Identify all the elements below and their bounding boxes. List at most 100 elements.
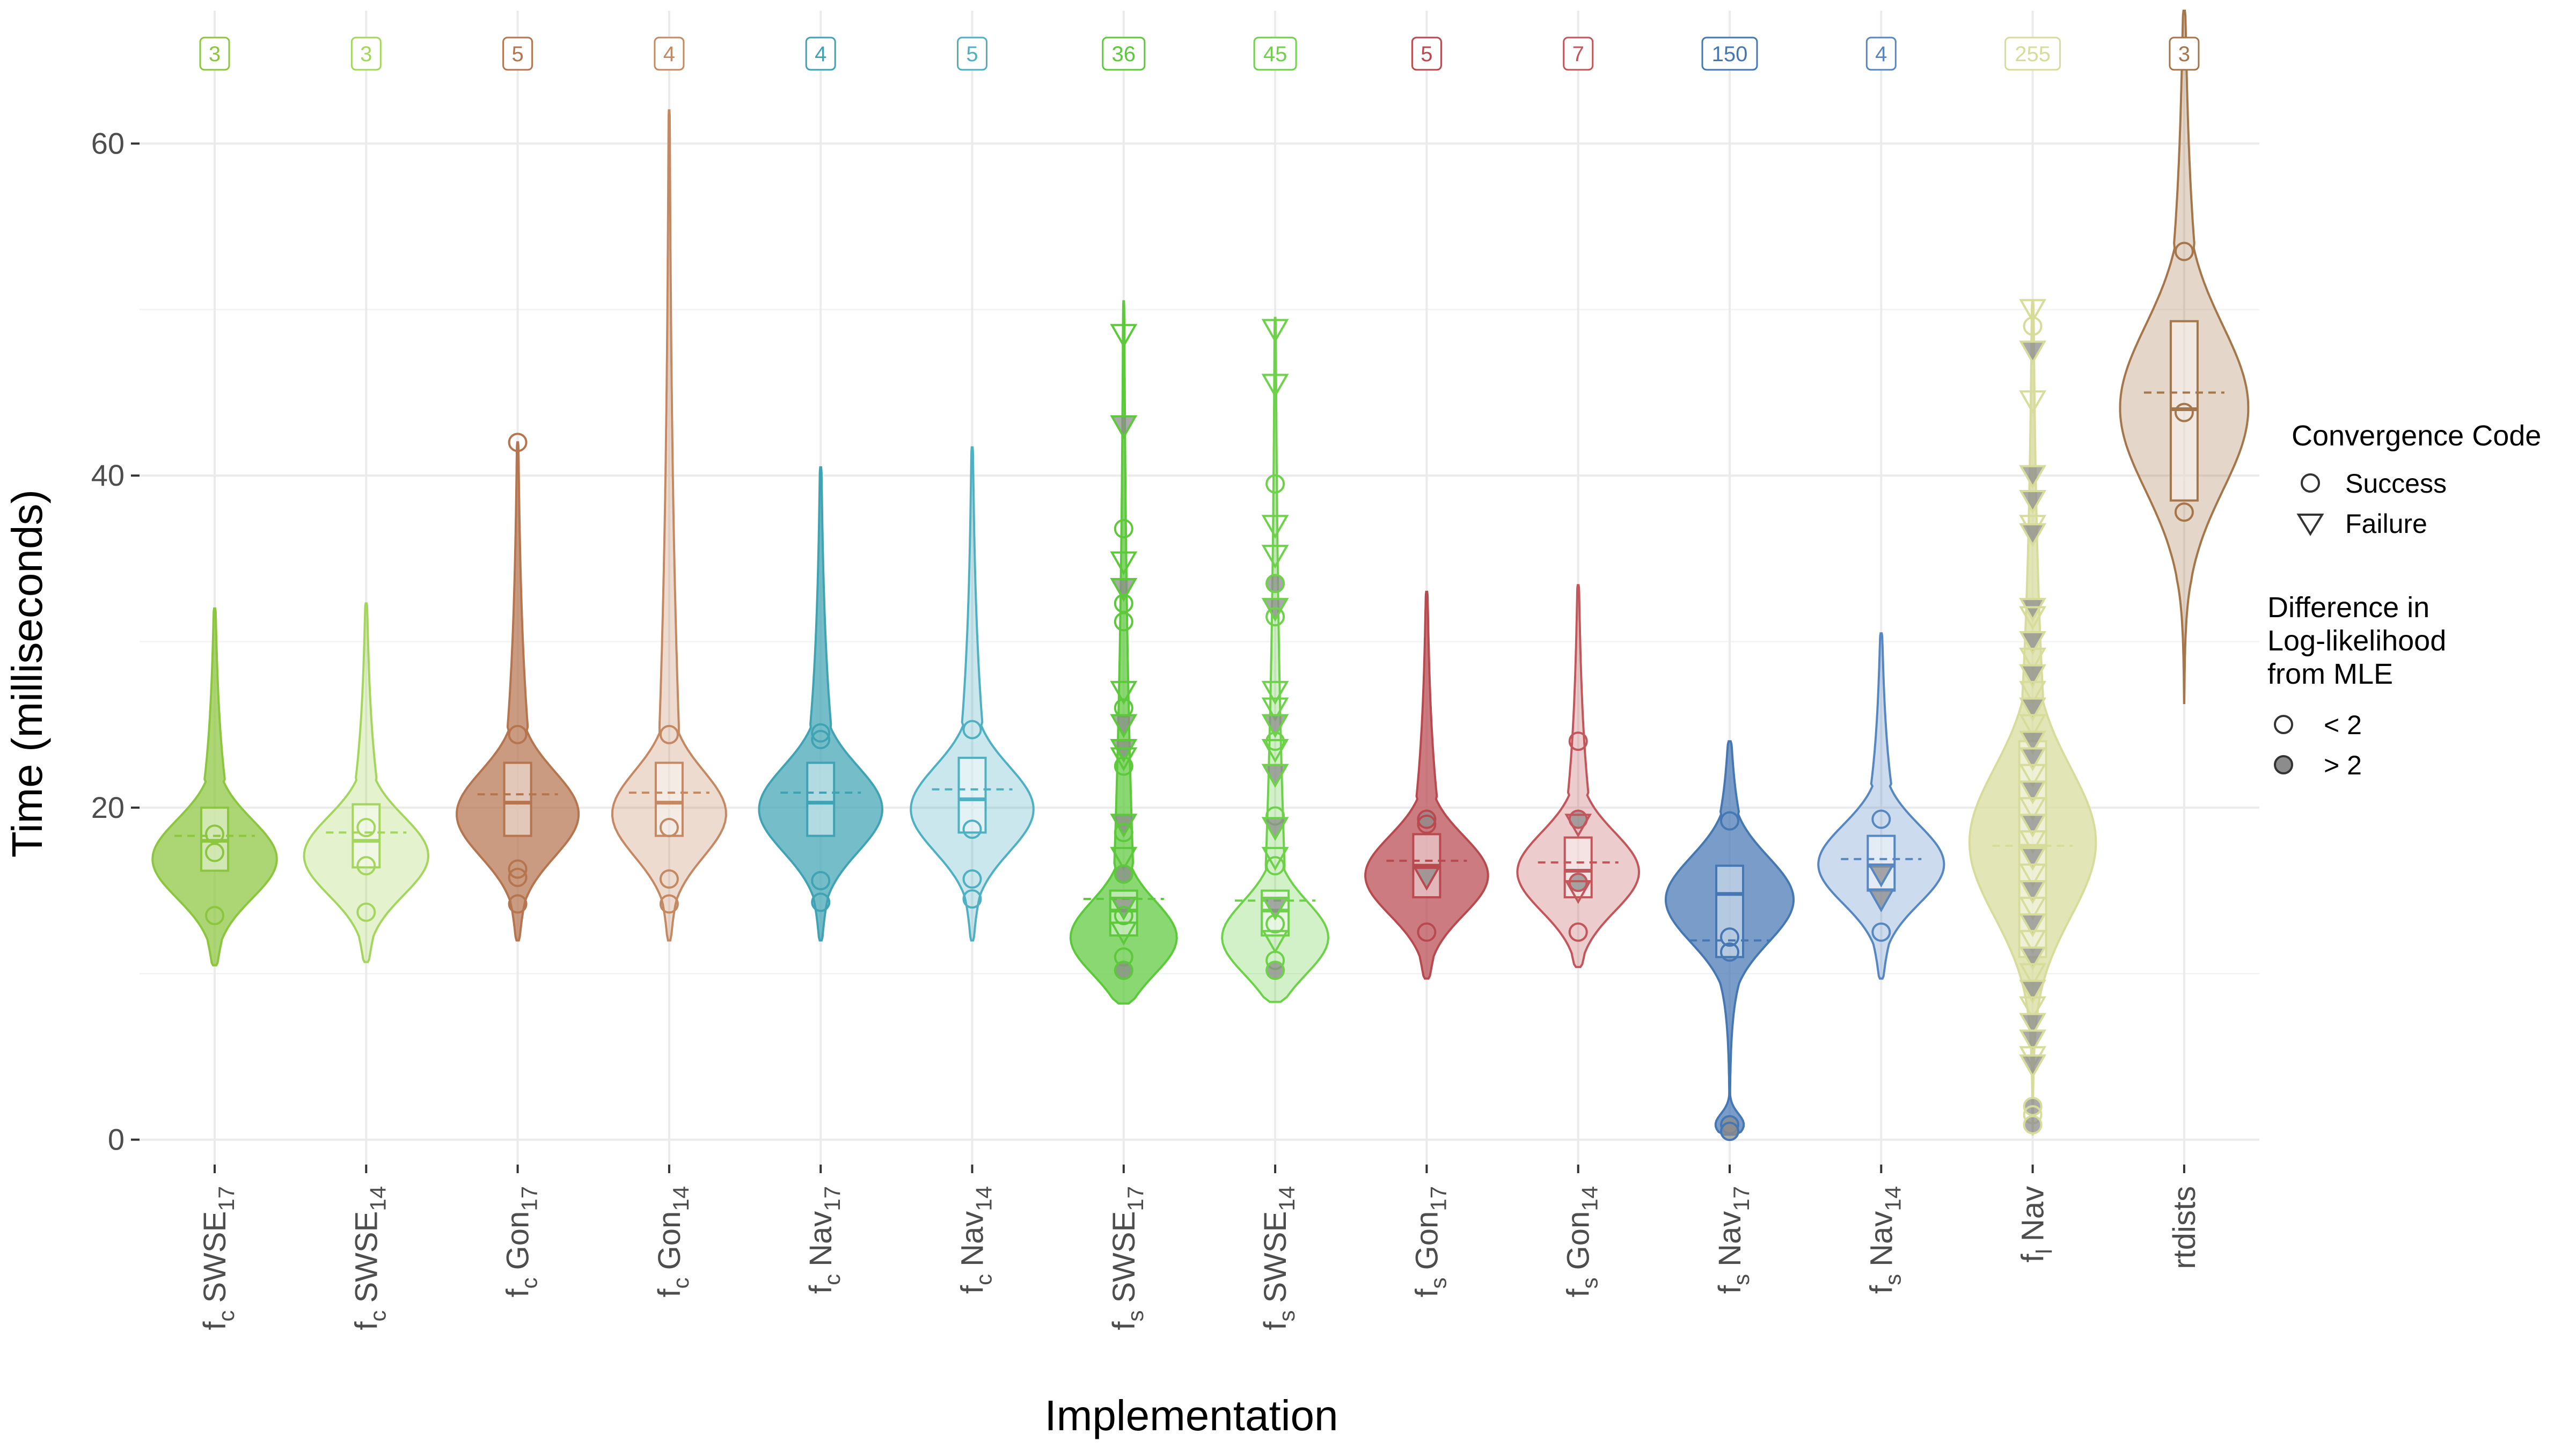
data-point-failure: [2019, 896, 2047, 921]
data-point-success: [1114, 612, 1133, 632]
count-box: [502, 36, 533, 71]
y-axis: 0 20 40 60: [91, 126, 140, 1157]
count-box: [1563, 36, 1594, 71]
data-point-failure: [1261, 697, 1289, 722]
data-point-success: [1114, 961, 1133, 980]
violin-shape: [1665, 740, 1795, 1136]
count-label: 3: [2178, 42, 2190, 66]
data-point-failure: [2019, 1029, 2047, 1053]
data-point-failure: [2019, 340, 2047, 365]
data-point-failure: [1110, 577, 1138, 602]
data-point-success: [1265, 731, 1285, 751]
count-label: 150: [1712, 42, 1748, 66]
violin-group: [758, 466, 884, 942]
x-axis: fcSWSE17 fcSWSE14 fcGon17 fcGon14 fcNav17 fcN…: [197, 1165, 2202, 1330]
data-point-success: [1114, 905, 1133, 925]
y-tick-label: 20: [91, 791, 125, 824]
violin-shape: [151, 607, 278, 967]
x-tick-label: fcGon14: [652, 1186, 693, 1297]
data-point-failure: [2019, 598, 2047, 622]
data-point-success: [962, 720, 982, 740]
data-point-failure: [1261, 545, 1289, 569]
legend-title-difference: from MLE: [2267, 658, 2393, 690]
x-tick-label: fcGon17: [501, 1186, 542, 1297]
count-label: 255: [2015, 42, 2051, 66]
data-point-failure: [2019, 913, 2047, 938]
data-point-success: [1265, 607, 1285, 627]
data-point-failure: [2019, 979, 2047, 1004]
count-label: 5: [511, 42, 523, 66]
data-point-success: [356, 818, 376, 838]
data-point-failure: [2019, 764, 2047, 788]
data-point-success: [1265, 474, 1285, 494]
data-point-success: [1871, 922, 1891, 942]
data-point-success: [659, 818, 679, 838]
data-point-failure: [1867, 863, 1895, 888]
data-point-success: [1568, 873, 1588, 892]
x-axis-title: Implementation: [1045, 1392, 1338, 1439]
legend: Convergence Code Success Failure Difference…: [2267, 420, 2541, 780]
data-point-success: [1114, 823, 1133, 843]
data-point-failure: [2019, 647, 2047, 672]
count-box: [2004, 36, 2061, 71]
violin-group: [611, 109, 727, 942]
violin-shape: [1817, 632, 1945, 980]
data-point-failure: [1261, 319, 1289, 343]
data-point-success: [1265, 856, 1285, 876]
data-point-failure: [2019, 996, 2047, 1021]
legend-title-difference: Log-likelihood: [2267, 625, 2446, 657]
data-point-failure: [2019, 830, 2047, 854]
legend-title-difference: Difference in: [2267, 591, 2429, 624]
x-tick-label: fcSWSE17: [197, 1186, 239, 1330]
data-point-failure: [2019, 631, 2047, 655]
data-point-success: [205, 905, 224, 925]
count-label: 3: [360, 42, 372, 66]
data-point-failure: [1110, 714, 1138, 738]
data-point-failure: [1261, 680, 1289, 705]
count-box: [1701, 36, 1758, 71]
y-tick-label: 40: [91, 458, 125, 492]
data-point-failure: [2019, 780, 2047, 804]
data-point-success: [1265, 914, 1285, 934]
data-point-failure: [2019, 930, 2047, 954]
data-point-success: [811, 892, 831, 912]
data-point-failure: [2019, 863, 2047, 888]
data-point-success: [1720, 927, 1739, 947]
data-point-success: [962, 889, 982, 909]
violin-shape: [456, 441, 580, 942]
x-tick-label: fcNav17: [803, 1186, 845, 1294]
legend-success-symbol: [2301, 473, 2320, 493]
data-point-failure: [2019, 714, 2047, 738]
x-tick-label: fsSWSE14: [1258, 1186, 1299, 1330]
violin-group: [456, 433, 580, 942]
count-box: [654, 36, 685, 71]
violin-group: [1364, 590, 1489, 980]
count-label: 4: [663, 42, 675, 66]
data-point-success: [508, 433, 528, 452]
data-point-failure: [1110, 921, 1138, 946]
data-point-failure: [2019, 730, 2047, 755]
data-point-success: [1265, 961, 1285, 980]
x-tick-label: fcSWSE14: [349, 1186, 390, 1330]
x-tick-label: fcNav14: [955, 1186, 997, 1294]
data-point-failure: [1261, 764, 1289, 788]
data-point-failure: [1261, 515, 1289, 539]
data-point-success: [962, 819, 982, 839]
data-point-failure: [2019, 523, 2047, 547]
legend-title-convergence: Convergence Code: [2292, 420, 2541, 452]
grid-lines: [140, 11, 2259, 1165]
data-point-success: [356, 902, 376, 922]
count-label: 5: [1421, 42, 1432, 66]
data-point-failure: [1261, 930, 1289, 954]
data-point-failure: [2019, 814, 2047, 838]
data-point-failure: [2019, 299, 2047, 323]
data-point-failure: [1261, 896, 1289, 921]
legend-difference-symbol: [2274, 715, 2293, 734]
violin-group: [1817, 632, 1945, 980]
data-point-failure: [2019, 680, 2047, 705]
data-point-success: [1871, 809, 1891, 829]
data-point-failure: [2019, 946, 2047, 971]
box: [654, 762, 684, 837]
data-point-failure: [1261, 374, 1289, 398]
data-point-success: [2174, 241, 2194, 261]
